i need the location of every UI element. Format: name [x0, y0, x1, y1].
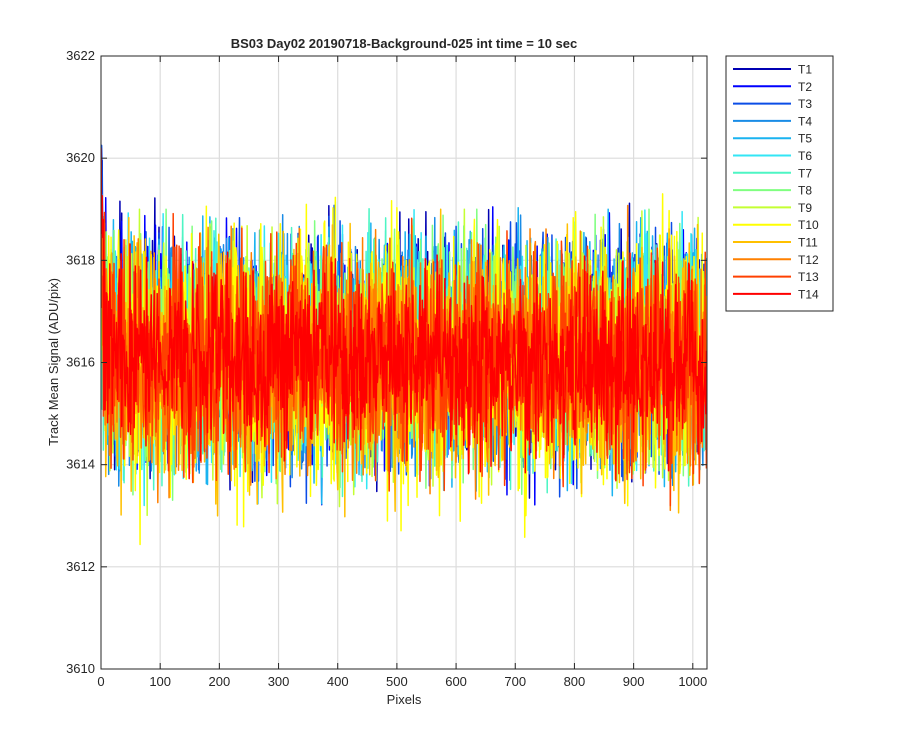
x-tick-label: 500: [386, 674, 408, 689]
y-tick-label: 3612: [66, 559, 95, 574]
legend-label-t9: T9: [798, 201, 812, 215]
legend-label-t11: T11: [798, 236, 818, 250]
legend-label-t3: T3: [798, 97, 812, 111]
x-tick-label: 100: [149, 674, 171, 689]
legend-label-t8: T8: [798, 184, 812, 198]
series-layer: [101, 144, 707, 546]
x-tick-label: 300: [268, 674, 290, 689]
x-tick-label: 1000: [678, 674, 707, 689]
legend-label-t2: T2: [798, 80, 812, 94]
x-tick-label: 200: [209, 674, 231, 689]
x-tick-label: 700: [504, 674, 526, 689]
x-tick-label: 800: [564, 674, 586, 689]
legend: T1 T2 T3 T4 T5 T6 T7 T8 T9 T10 T11 T12 T13 T14: [725, 55, 834, 312]
legend-label-t14: T14: [798, 287, 819, 301]
y-tick-label: 3618: [66, 252, 95, 267]
legend-label-t5: T5: [798, 132, 812, 146]
legend-label-t1: T1: [798, 63, 812, 77]
series-line-t14: [101, 147, 707, 482]
axis-ticks: 0 100 200 300 400 500 600 700 800 900 1000 3610 3612…: [66, 48, 707, 689]
y-tick-label: 3614: [66, 457, 95, 472]
y-axis-label: Track Mean Signal (ADU/pix): [46, 278, 61, 446]
legend-box: [725, 55, 834, 312]
chart-title: BS03 Day02 20190718-Background-025 int t…: [231, 36, 578, 51]
legend-label-t7: T7: [798, 166, 812, 180]
legend-label-t12: T12: [798, 253, 819, 267]
legend-label-t13: T13: [798, 270, 819, 284]
legend-label-t10: T10: [798, 218, 819, 232]
x-tick-label: 900: [623, 674, 645, 689]
y-tick-label: 3616: [66, 355, 95, 370]
legend-label-t6: T6: [798, 149, 812, 163]
x-axis-label: Pixels: [387, 692, 422, 707]
y-tick-label: 3622: [66, 48, 95, 63]
x-tick-label: 0: [97, 674, 104, 689]
x-tick-label: 400: [327, 674, 349, 689]
y-tick-label: 3620: [66, 150, 95, 165]
x-tick-label: 600: [445, 674, 467, 689]
y-tick-label: 3610: [66, 661, 95, 676]
legend-label-t4: T4: [798, 114, 812, 128]
